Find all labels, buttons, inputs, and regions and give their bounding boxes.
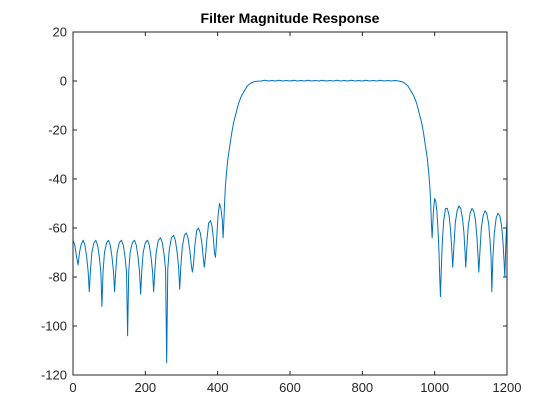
x-tick-label: 600 bbox=[279, 380, 301, 395]
y-tick-label: 0 bbox=[60, 74, 67, 89]
y-tick-label: 20 bbox=[53, 25, 67, 40]
x-tick-label: 0 bbox=[69, 380, 76, 395]
y-tick-label: -40 bbox=[48, 172, 67, 187]
y-tick-label: -120 bbox=[41, 368, 67, 383]
x-tick-label: 800 bbox=[351, 380, 373, 395]
y-tick-label: -60 bbox=[48, 221, 67, 236]
x-axis-ticks bbox=[73, 32, 507, 375]
y-axis-ticks bbox=[73, 32, 507, 375]
x-tick-label: 1200 bbox=[493, 380, 522, 395]
chart-title: Filter Magnitude Response bbox=[201, 10, 380, 26]
y-tick-label: -20 bbox=[48, 123, 67, 138]
y-axis-tick-labels: 20 0 -20 -40 -60 -80 -100 -120 bbox=[41, 25, 67, 383]
y-tick-label: -100 bbox=[41, 319, 67, 334]
y-tick-label: -80 bbox=[48, 270, 67, 285]
x-axis-tick-labels: 0 200 400 600 800 1000 1200 bbox=[69, 380, 521, 395]
x-tick-label: 1000 bbox=[420, 380, 449, 395]
magnitude-response-line bbox=[73, 80, 507, 362]
x-tick-label: 200 bbox=[134, 380, 156, 395]
x-tick-label: 400 bbox=[207, 380, 229, 395]
axes-box bbox=[73, 32, 507, 375]
